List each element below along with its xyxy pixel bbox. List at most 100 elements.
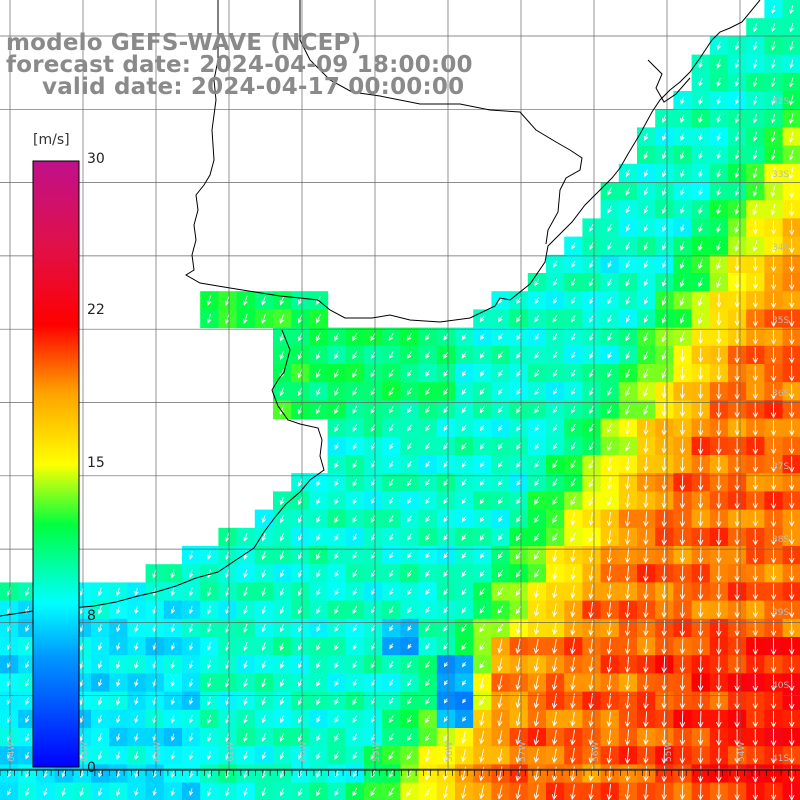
wind-arrow [643,493,649,509]
wind-arrow [716,41,721,51]
wind-arrow [661,638,667,655]
wind-arrow [189,788,194,796]
wind-arrow [97,587,103,597]
wind-arrow [261,769,266,779]
wind-arrow [515,675,521,691]
wind-arrow [207,551,212,560]
wind-arrow [352,588,357,596]
wind-arrow [588,548,594,563]
wind-arrow [643,602,649,619]
wind-arrow [770,293,777,309]
wind-arrow [606,457,612,472]
wind-arrow [643,150,649,160]
wind-arrow [497,693,503,709]
wind-arrow [789,202,795,217]
wind-arrow [170,568,175,579]
wind-arrow [515,569,522,578]
wind-arrow [352,660,358,669]
wind-arrow [370,679,376,687]
wind-arrow [752,329,759,345]
wind-arrow [789,184,795,199]
wind-arrow [679,583,686,601]
wind-arrow [661,331,667,343]
wind-arrow [571,278,576,287]
wind-arrow [352,442,357,450]
wind-arrow [534,585,540,599]
wind-arrow [407,551,412,559]
wind-arrow [679,331,685,343]
wind-arrow [206,623,212,633]
wind-arrow [534,369,540,378]
wind-arrow [570,496,576,506]
wind-arrow [789,256,795,273]
wind-arrow [425,442,430,450]
wind-arrow [752,95,758,106]
wind-arrow [752,257,758,272]
wind-arrow [134,715,139,724]
wind-arrow [789,438,795,455]
wind-arrow [752,203,758,216]
wind-arrow [625,441,631,452]
wind-arrow [334,514,339,524]
wind-arrow [589,296,594,305]
wind-arrow [425,606,430,614]
wind-arrow [661,784,667,800]
wind-arrow [551,729,558,746]
wind-arrow [206,660,212,670]
wind-arrow [152,696,157,706]
wind-arrow [243,714,248,724]
wind-arrow [553,388,558,395]
wind-arrow [424,749,430,763]
wind-arrow [661,278,667,287]
wind-arrow [315,314,321,324]
wind-arrow [407,497,412,505]
wind-arrow [679,674,686,692]
wind-arrow [698,223,703,233]
wind-arrow [643,529,649,546]
wind-arrow [552,496,558,506]
wind-arrow [334,368,340,378]
longitude-label: 58W [445,742,455,762]
wind-arrow [443,552,448,559]
wind-arrow [643,439,649,454]
wind-arrow [752,492,759,510]
wind-arrow [261,569,266,578]
wind-arrow [625,404,631,415]
wind-arrow [225,623,230,633]
wind-arrow [606,747,613,764]
wind-arrow [170,787,175,797]
wind-arrow [316,551,321,560]
wind-arrow [188,660,194,669]
wind-arrow [479,479,485,486]
wind-arrow [316,332,321,342]
wind-arrow [98,770,103,778]
wind-arrow [243,569,248,578]
wind-arrow [698,168,703,178]
wind-arrow [388,478,394,487]
longitude-label: 55W [664,742,674,762]
wind-arrow [734,311,740,327]
wind-arrow [352,751,358,760]
wind-arrow [370,515,376,524]
wind-arrow [533,748,540,764]
wind-arrow [570,657,576,673]
wind-arrow [752,186,758,197]
wind-arrow [497,587,504,597]
wind-arrow [389,551,394,559]
wind-arrow [552,369,558,378]
wind-arrow [425,570,430,578]
wind-arrow [643,784,649,800]
wind-arrow [716,456,722,473]
wind-arrow [406,569,412,578]
wind-arrow [443,588,449,596]
wind-arrow [497,623,504,633]
wind-arrow [297,405,303,415]
wind-arrow [243,295,248,306]
wind-arrow [388,787,394,797]
wind-arrow [279,313,285,324]
wind-arrow [389,460,394,468]
wind-arrow [316,660,321,669]
wind-arrow [770,547,777,564]
wind-arrow [716,765,722,783]
wind-arrow [752,401,759,419]
